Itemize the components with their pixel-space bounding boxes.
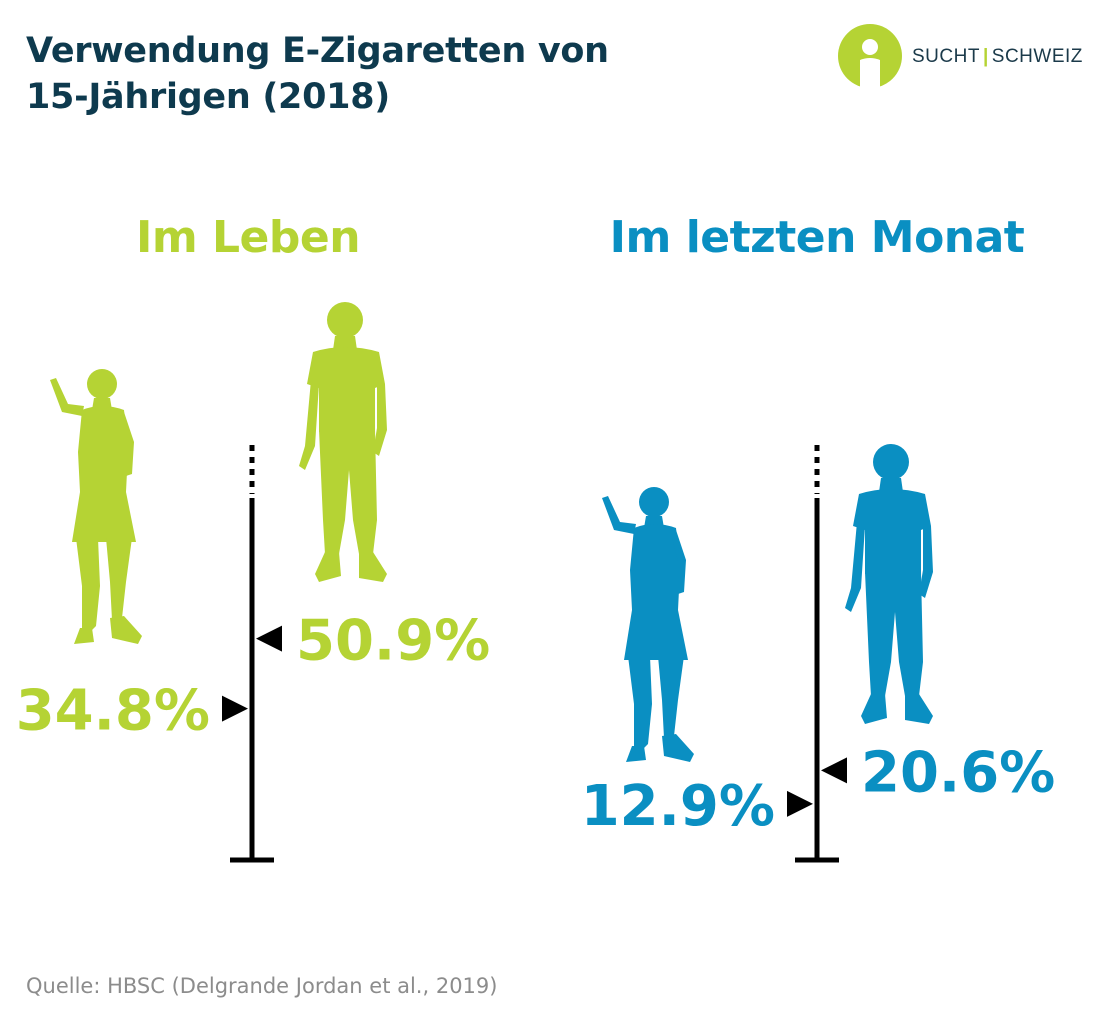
section-title-im-leben: Im Leben	[135, 212, 361, 263]
girl-icon	[602, 487, 694, 762]
boy-icon	[845, 444, 933, 724]
girl-icon	[50, 369, 142, 644]
sucht-schweiz-logo: SUCHT | SCHWEIZ	[838, 24, 1088, 88]
data-label-boy: 20.6%	[861, 740, 1055, 805]
data-label-girl: 12.9%	[581, 774, 775, 839]
logo-text: SUCHT | SCHWEIZ	[912, 46, 1083, 68]
logo-separator: |	[982, 46, 989, 67]
chart-title-line-2: 15-Jährigen (2018)	[26, 77, 390, 117]
value-marker-girl	[222, 695, 248, 722]
logo-word-2: SCHWEIZ	[991, 46, 1083, 67]
chart-title: Verwendung E-Zigaretten von 15-Jährigen …	[26, 28, 609, 120]
section-title-im-letzten-monat: Im letzten Monat	[609, 212, 1025, 263]
value-marker-boy	[821, 757, 847, 784]
boy-icon	[299, 302, 387, 582]
data-label-girl: 34.8%	[16, 679, 210, 744]
source-note: Quelle: HBSC (Delgrande Jordan et al., 2…	[26, 974, 498, 998]
value-marker-girl	[787, 790, 813, 817]
chart-title-line-1: Verwendung E-Zigaretten von	[26, 31, 609, 71]
logo-word-1: SUCHT	[912, 46, 980, 67]
data-label-boy: 50.9%	[296, 609, 490, 674]
value-marker-boy	[256, 625, 282, 652]
person-in-circle-icon	[838, 24, 902, 88]
